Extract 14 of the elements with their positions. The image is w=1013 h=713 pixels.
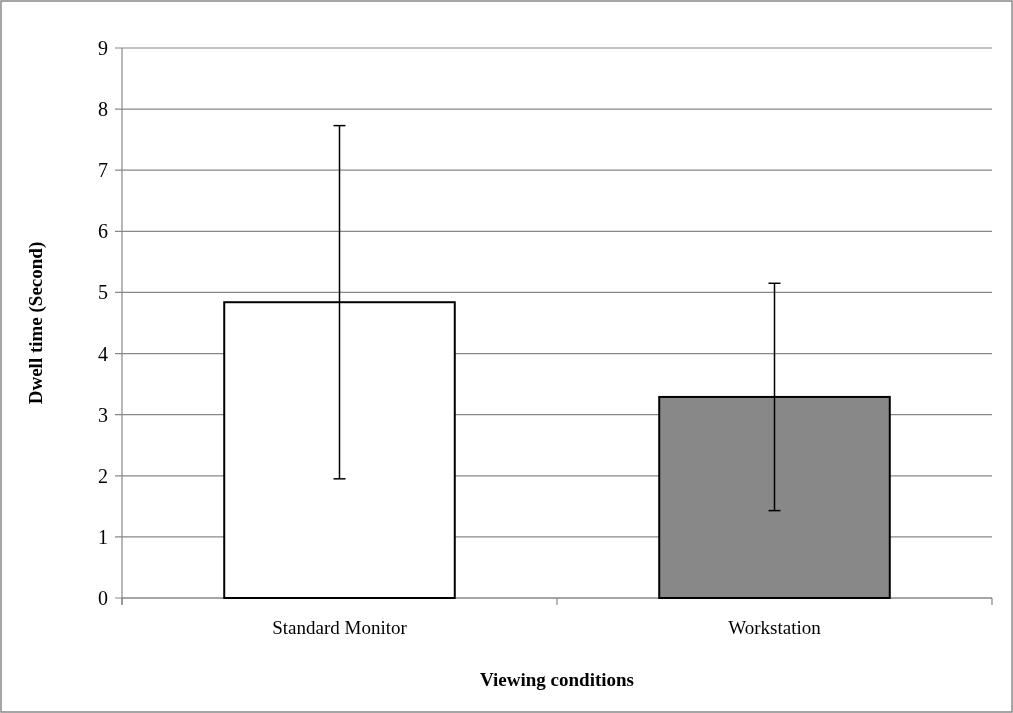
x-tick-label: Workstation (728, 617, 822, 638)
y-tick-label: 4 (98, 342, 108, 365)
y-tick-label: 7 (98, 159, 108, 182)
y-axis-title: Dwell time (Second) (25, 241, 47, 405)
y-tick-label: 2 (98, 464, 108, 487)
y-tick-label: 1 (98, 525, 108, 548)
y-tick-label: 5 (98, 281, 108, 304)
y-tick-label: 9 (98, 37, 108, 59)
y-tick-label: 8 (98, 98, 108, 121)
y-tick-label: 0 (98, 587, 108, 609)
x-axis-title: Viewing conditions (480, 669, 634, 690)
y-tick-label: 3 (98, 403, 108, 426)
x-tick-label: Standard Monitor (272, 617, 408, 638)
y-tick-label: 6 (98, 220, 108, 243)
